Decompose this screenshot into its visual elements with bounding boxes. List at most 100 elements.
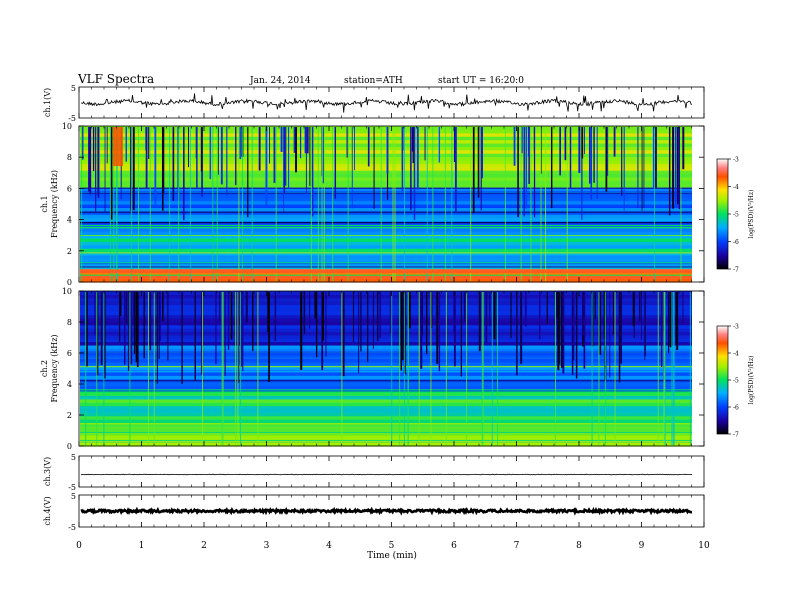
spectrogram-line [80, 234, 692, 236]
spectrogram-band [80, 402, 692, 407]
colorbar-tick-label: -6 [733, 239, 739, 246]
spectrogram-sferic [664, 292, 666, 445]
spectrogram-streak [573, 292, 575, 361]
spectrogram-sferic [81, 127, 83, 281]
spectrogram-streak [401, 292, 404, 361]
spectrogram-band [80, 180, 692, 185]
spectrogram-band [80, 351, 692, 356]
spectrogram-streak [95, 127, 97, 212]
colorbars: -3 -4 -5 -6 -7 log(PSD)(V²/Hz) -3 -4 -5 -6 -7 log(P… [716, 157, 755, 439]
spectrogram-streak [196, 127, 198, 189]
spectrogram-streak [583, 292, 586, 369]
spectrogram-streak [367, 292, 369, 362]
spectrogram-band [80, 214, 692, 219]
spectrogram-streak [606, 127, 609, 176]
spectrogram-sferic [466, 292, 468, 445]
spectrogram-band [80, 234, 692, 239]
spectrogram-line [80, 439, 692, 441]
y-axis-label: ch.3(V) [43, 457, 52, 486]
spectrogram-streak [386, 127, 389, 174]
spectrogram-streak [669, 292, 672, 348]
spectrogram-band [80, 412, 692, 417]
spectrogram-line [80, 370, 692, 372]
ch3-waveform-panel: 5 -5 ch.3(V) [43, 453, 705, 492]
ch2-spectrogram-panel: 10 8 6 4 2 0 ch.2 Frequency (kHz) [40, 287, 705, 451]
spectrogram-streak [528, 127, 530, 184]
spectrogram-streak [641, 127, 643, 211]
spectrogram-line [80, 211, 692, 213]
spectrogram-streak [605, 127, 608, 192]
spectrogram-streak [325, 292, 327, 357]
spectrogram-sferic [137, 127, 139, 281]
spectrogram-streak [360, 292, 362, 352]
spectrogram-line [80, 390, 692, 392]
spectrogram-band [80, 317, 692, 322]
ch1-waveform-panel: 5 -5 ch.1(V) [43, 84, 705, 123]
spectrogram-streak [438, 292, 441, 372]
spectrogram-streak [472, 127, 475, 214]
spectrogram-streak [342, 292, 345, 377]
spectrogram-streak [564, 127, 567, 161]
spectrogram-streak [533, 127, 536, 218]
spectrogram-streak [583, 127, 585, 154]
spectrogram-sferic [614, 292, 616, 445]
spectrogram-sferic [149, 127, 151, 281]
spectrogram-streak [513, 127, 516, 166]
spectrogram-streak [431, 292, 433, 328]
spectrogram-streak [311, 127, 314, 217]
spectrogram-sferic [237, 292, 239, 445]
spectrogram-sferic [332, 127, 334, 281]
spectrogram-streak [172, 127, 175, 201]
spectrogram-streak [678, 127, 680, 209]
spectrogram-band [80, 237, 692, 242]
spectrogram-sferic [109, 127, 111, 281]
spectrogram-streak [82, 127, 84, 160]
y-tick-label: -5 [68, 114, 76, 123]
spectrogram-streak [119, 292, 121, 342]
waveform-trace [81, 473, 693, 476]
spectrogram-band [80, 395, 692, 400]
spectrogram-sferic [444, 127, 446, 281]
spectrogram-streak [420, 292, 423, 369]
spectrogram-streak [640, 292, 642, 341]
spectrogram-streak [227, 292, 230, 350]
spectrogram-streak [103, 292, 106, 379]
y-tick-label: 5 [71, 84, 76, 93]
spectrogram-band [80, 358, 692, 363]
spectrogram-sferic [545, 127, 547, 281]
spectrogram-sferic [520, 127, 522, 281]
channel-label: ch.1 [40, 195, 49, 212]
spectrogram-sferic [403, 127, 405, 281]
spectrogram-band [80, 173, 692, 178]
y-tick-label: 6 [67, 349, 72, 358]
spectrogram-streak [321, 292, 324, 371]
spectrogram-band [80, 126, 692, 130]
spectrogram-line [80, 366, 692, 368]
spectrogram-line [80, 192, 692, 194]
spectrogram-sferic [240, 292, 242, 445]
spectrogram-band [80, 419, 692, 424]
spectrogram-streak [632, 292, 635, 327]
spectrogram-streak [594, 292, 596, 320]
spectrogram-streak [269, 127, 270, 164]
spectrogram-streak [623, 127, 625, 211]
y-tick-label: 6 [67, 184, 72, 193]
y-tick-label: 2 [67, 411, 72, 420]
spectrogram-line [80, 351, 692, 353]
spectrogram-band [80, 248, 692, 253]
spectrogram-band [80, 183, 692, 188]
colorbar-label: log(PSD)(V²/Hz) [748, 356, 755, 405]
spectrogram-band [80, 146, 692, 151]
spectrogram-streak [410, 127, 412, 211]
spectrogram-streak [424, 127, 426, 161]
spectrogram-streak [460, 292, 462, 377]
spectrogram-band [80, 341, 692, 346]
spectrogram-streak [618, 292, 621, 383]
y-tick-label: -5 [68, 483, 76, 492]
spectrogram-band [80, 254, 692, 259]
spectrogram-streak [247, 127, 249, 218]
x-tick-label: 1 [139, 541, 145, 551]
spectrogram-band [80, 132, 692, 137]
spectrogram-sferic [317, 127, 319, 281]
